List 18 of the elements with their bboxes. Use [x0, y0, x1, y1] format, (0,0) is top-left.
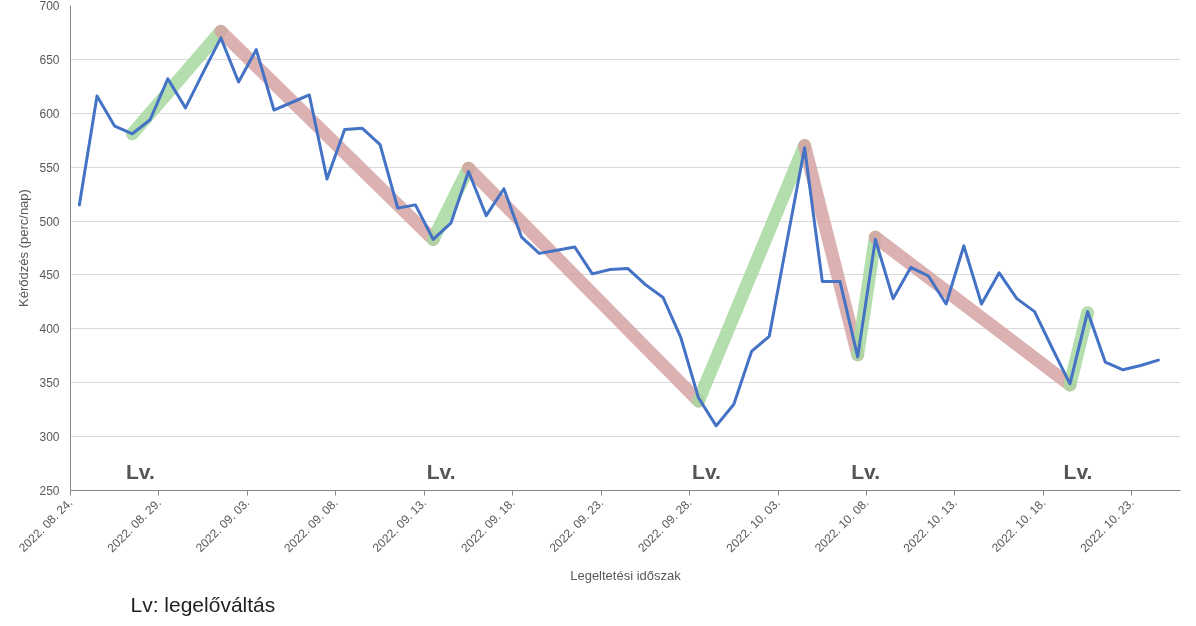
- y-tick-label: 250: [39, 484, 60, 498]
- y-tick-label: 300: [39, 430, 60, 445]
- y-tick-label: 450: [39, 268, 60, 283]
- annotation: Lv.: [851, 459, 881, 483]
- annotation: Lv.: [1063, 459, 1093, 483]
- y-tick-label: 400: [39, 322, 60, 337]
- annotation: Lv.: [426, 459, 456, 483]
- y-tick-label: 650: [39, 52, 60, 67]
- y-tick-label: 700: [39, 0, 60, 13]
- y-tick-label: 600: [39, 106, 60, 121]
- y-axis-title: Kérődzés (perc/nap): [16, 189, 32, 307]
- text: Lv: legelőváltás: [130, 592, 276, 616]
- x-axis-title: Legeltetési időszak: [570, 567, 682, 583]
- annotation: Lv.: [126, 459, 155, 483]
- y-tick-label: 550: [39, 160, 60, 175]
- annotation: Lv.: [692, 459, 721, 483]
- y-tick-label: 500: [39, 214, 60, 229]
- y-tick-label: 350: [39, 376, 60, 391]
